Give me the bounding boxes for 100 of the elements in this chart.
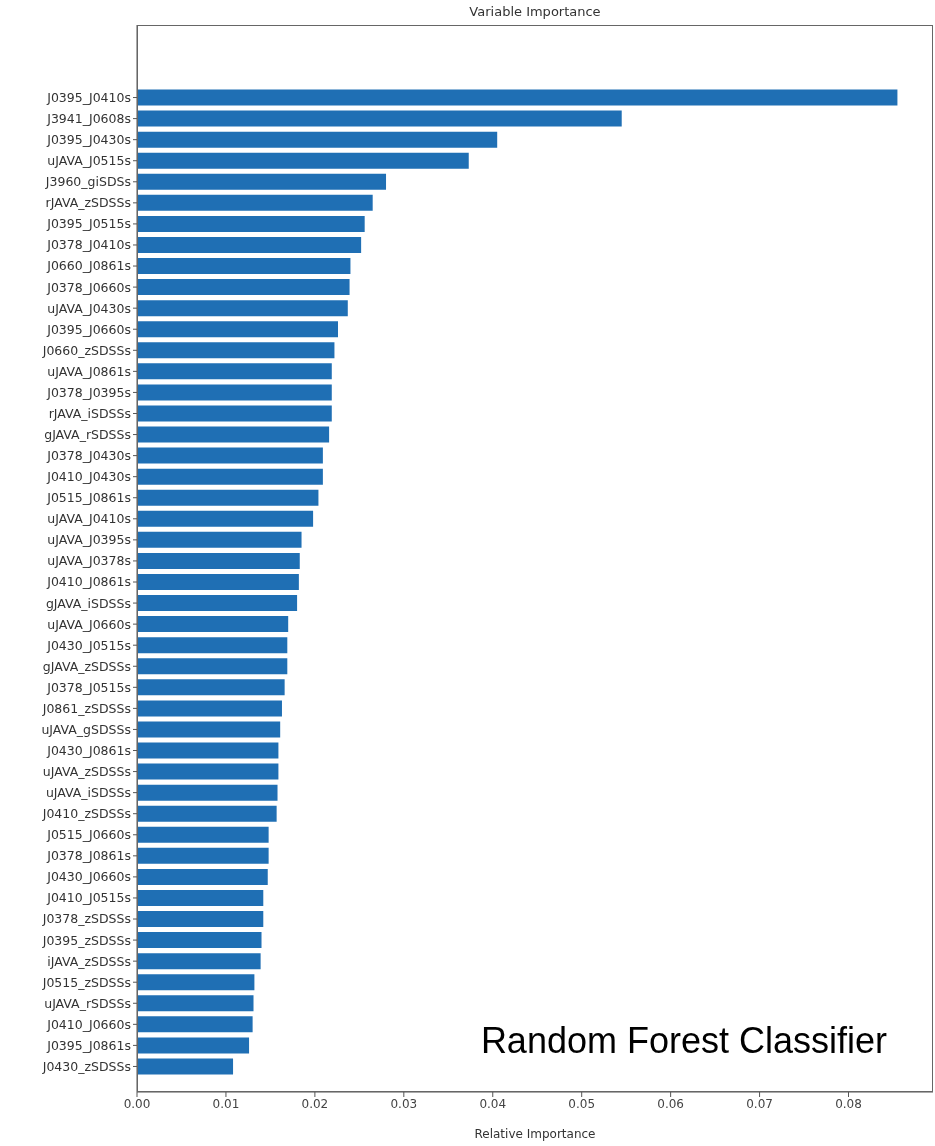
y-tick-label: uJAVA_J0430s [47,300,131,316]
bar [137,616,289,633]
x-tick-label: 0.04 [479,1096,507,1111]
bar [137,658,288,675]
y-tick-label: rJAVA_iSDSSs [48,405,131,421]
bar [137,89,898,106]
y-tick-label: uJAVA_J0378s [47,553,131,569]
bar [137,173,387,190]
bar [137,342,335,359]
x-tick-label: 0.00 [123,1096,151,1111]
bar [137,300,348,317]
bar [137,826,269,843]
y-tick-label: J0395_J0861s [46,1037,131,1053]
bar [137,784,278,801]
bar [137,1058,234,1075]
bar [137,363,332,380]
y-tick-label: J0378_J0861s [46,848,131,864]
y-tick-label: uJAVA_J0660s [47,616,131,632]
y-tick-label: J0395_zSDSSs [41,932,131,948]
bar [137,1016,253,1033]
bar [137,805,277,822]
y-tick-label: uJAVA_J0515s [47,153,131,169]
bar [137,932,262,949]
y-tick-label: J0410_J0515s [46,890,131,906]
y-tick-label: J0410_zSDSSs [41,806,131,822]
y-tick-label: uJAVA_gSDSSs [41,721,131,737]
y-tick-label: J0378_J0515s [46,679,131,695]
y-tick-label: J0378_J0430s [46,448,131,464]
bar [137,468,323,485]
bar [137,552,300,569]
x-tick-label: 0.05 [568,1096,596,1111]
bar [137,700,282,717]
y-tick-label: gJAVA_zSDSSs [42,658,131,674]
bar [137,595,298,612]
y-tick-label: uJAVA_rSDSSs [44,995,131,1011]
y-tick-label: rJAVA_zSDSSs [45,195,131,211]
bar [137,742,279,759]
y-tick-label: J0660_J0861s [46,258,131,274]
bar [137,531,302,548]
y-tick-label: J0395_J0410s [46,89,131,105]
y-tick-label: J3960_giSDSs [44,174,131,190]
y-tick-label: uJAVA_iSDSSs [45,785,131,801]
bar [137,953,261,970]
bar [137,721,281,738]
bar [137,637,288,654]
y-tick-label: uJAVA_J0395s [47,532,131,548]
y-tick-label: uJAVA_zSDSSs [42,764,131,780]
bar [137,279,350,296]
annotation: Random Forest Classifier [480,1020,887,1062]
y-tick-label: J0395_J0430s [46,132,131,148]
bar [137,911,264,928]
bar [137,258,351,275]
bar [137,110,622,127]
bar [137,679,285,696]
bar [137,131,498,148]
y-tick-label: J0410_J0660s [46,1016,131,1032]
bar [137,405,332,422]
bar [137,868,268,885]
x-tick-label: 0.01 [212,1096,240,1111]
bar [137,152,469,169]
y-tick-label: J0430_J0660s [46,869,131,885]
bar [137,194,373,211]
y-tick-label: J0430_J0515s [46,637,131,653]
x-tick-label: 0.08 [835,1096,862,1111]
bar [137,763,279,780]
bar [137,447,323,464]
y-tick-label: gJAVA_rSDSSs [44,426,131,442]
bar [137,236,362,253]
y-tick-label: J0515_J0660s [46,827,131,843]
bar [137,426,330,443]
y-tick-label: uJAVA_J0861s [47,363,131,379]
y-tick-label: J0430_J0861s [46,742,131,758]
bar [137,574,299,590]
bar [137,847,269,864]
y-tick-label: J0861_zSDSSs [41,700,131,716]
y-tick-label: J0430_zSDSSs [41,1058,131,1074]
y-tick-label: J0410_J0861s [46,574,131,590]
chart-title: Variable Importance [468,4,602,19]
bar [137,1037,250,1054]
x-axis-title: Relative Importance [474,1127,596,1141]
y-tick-label: J0395_J0660s [46,321,131,337]
bar [137,215,365,232]
y-tick-label: J0395_J0515s [46,216,131,232]
y-tick-label: J3941_J0608s [46,111,131,127]
y-tick-label: J0515_zSDSSs [41,974,131,990]
bar [137,889,264,906]
y-tick-label: J0378_J0395s [46,384,131,400]
y-tick-label: J0378_J0660s [46,279,131,295]
bar [137,489,319,506]
x-tick-label: 0.03 [390,1096,418,1111]
bar [137,974,255,991]
bar [137,384,332,401]
y-tick-label: J0378_zSDSSs [41,911,131,927]
y-tick-label: J0410_J0430s [46,469,131,485]
y-tick-label: J0515_J0861s [46,490,131,506]
x-tick-label: 0.06 [657,1096,684,1111]
bar [137,321,338,338]
x-tick-label: 0.02 [301,1096,329,1111]
y-tick-label: J0378_J0410s [46,237,131,253]
y-tick-label: iJAVA_zSDSSs [47,953,131,969]
